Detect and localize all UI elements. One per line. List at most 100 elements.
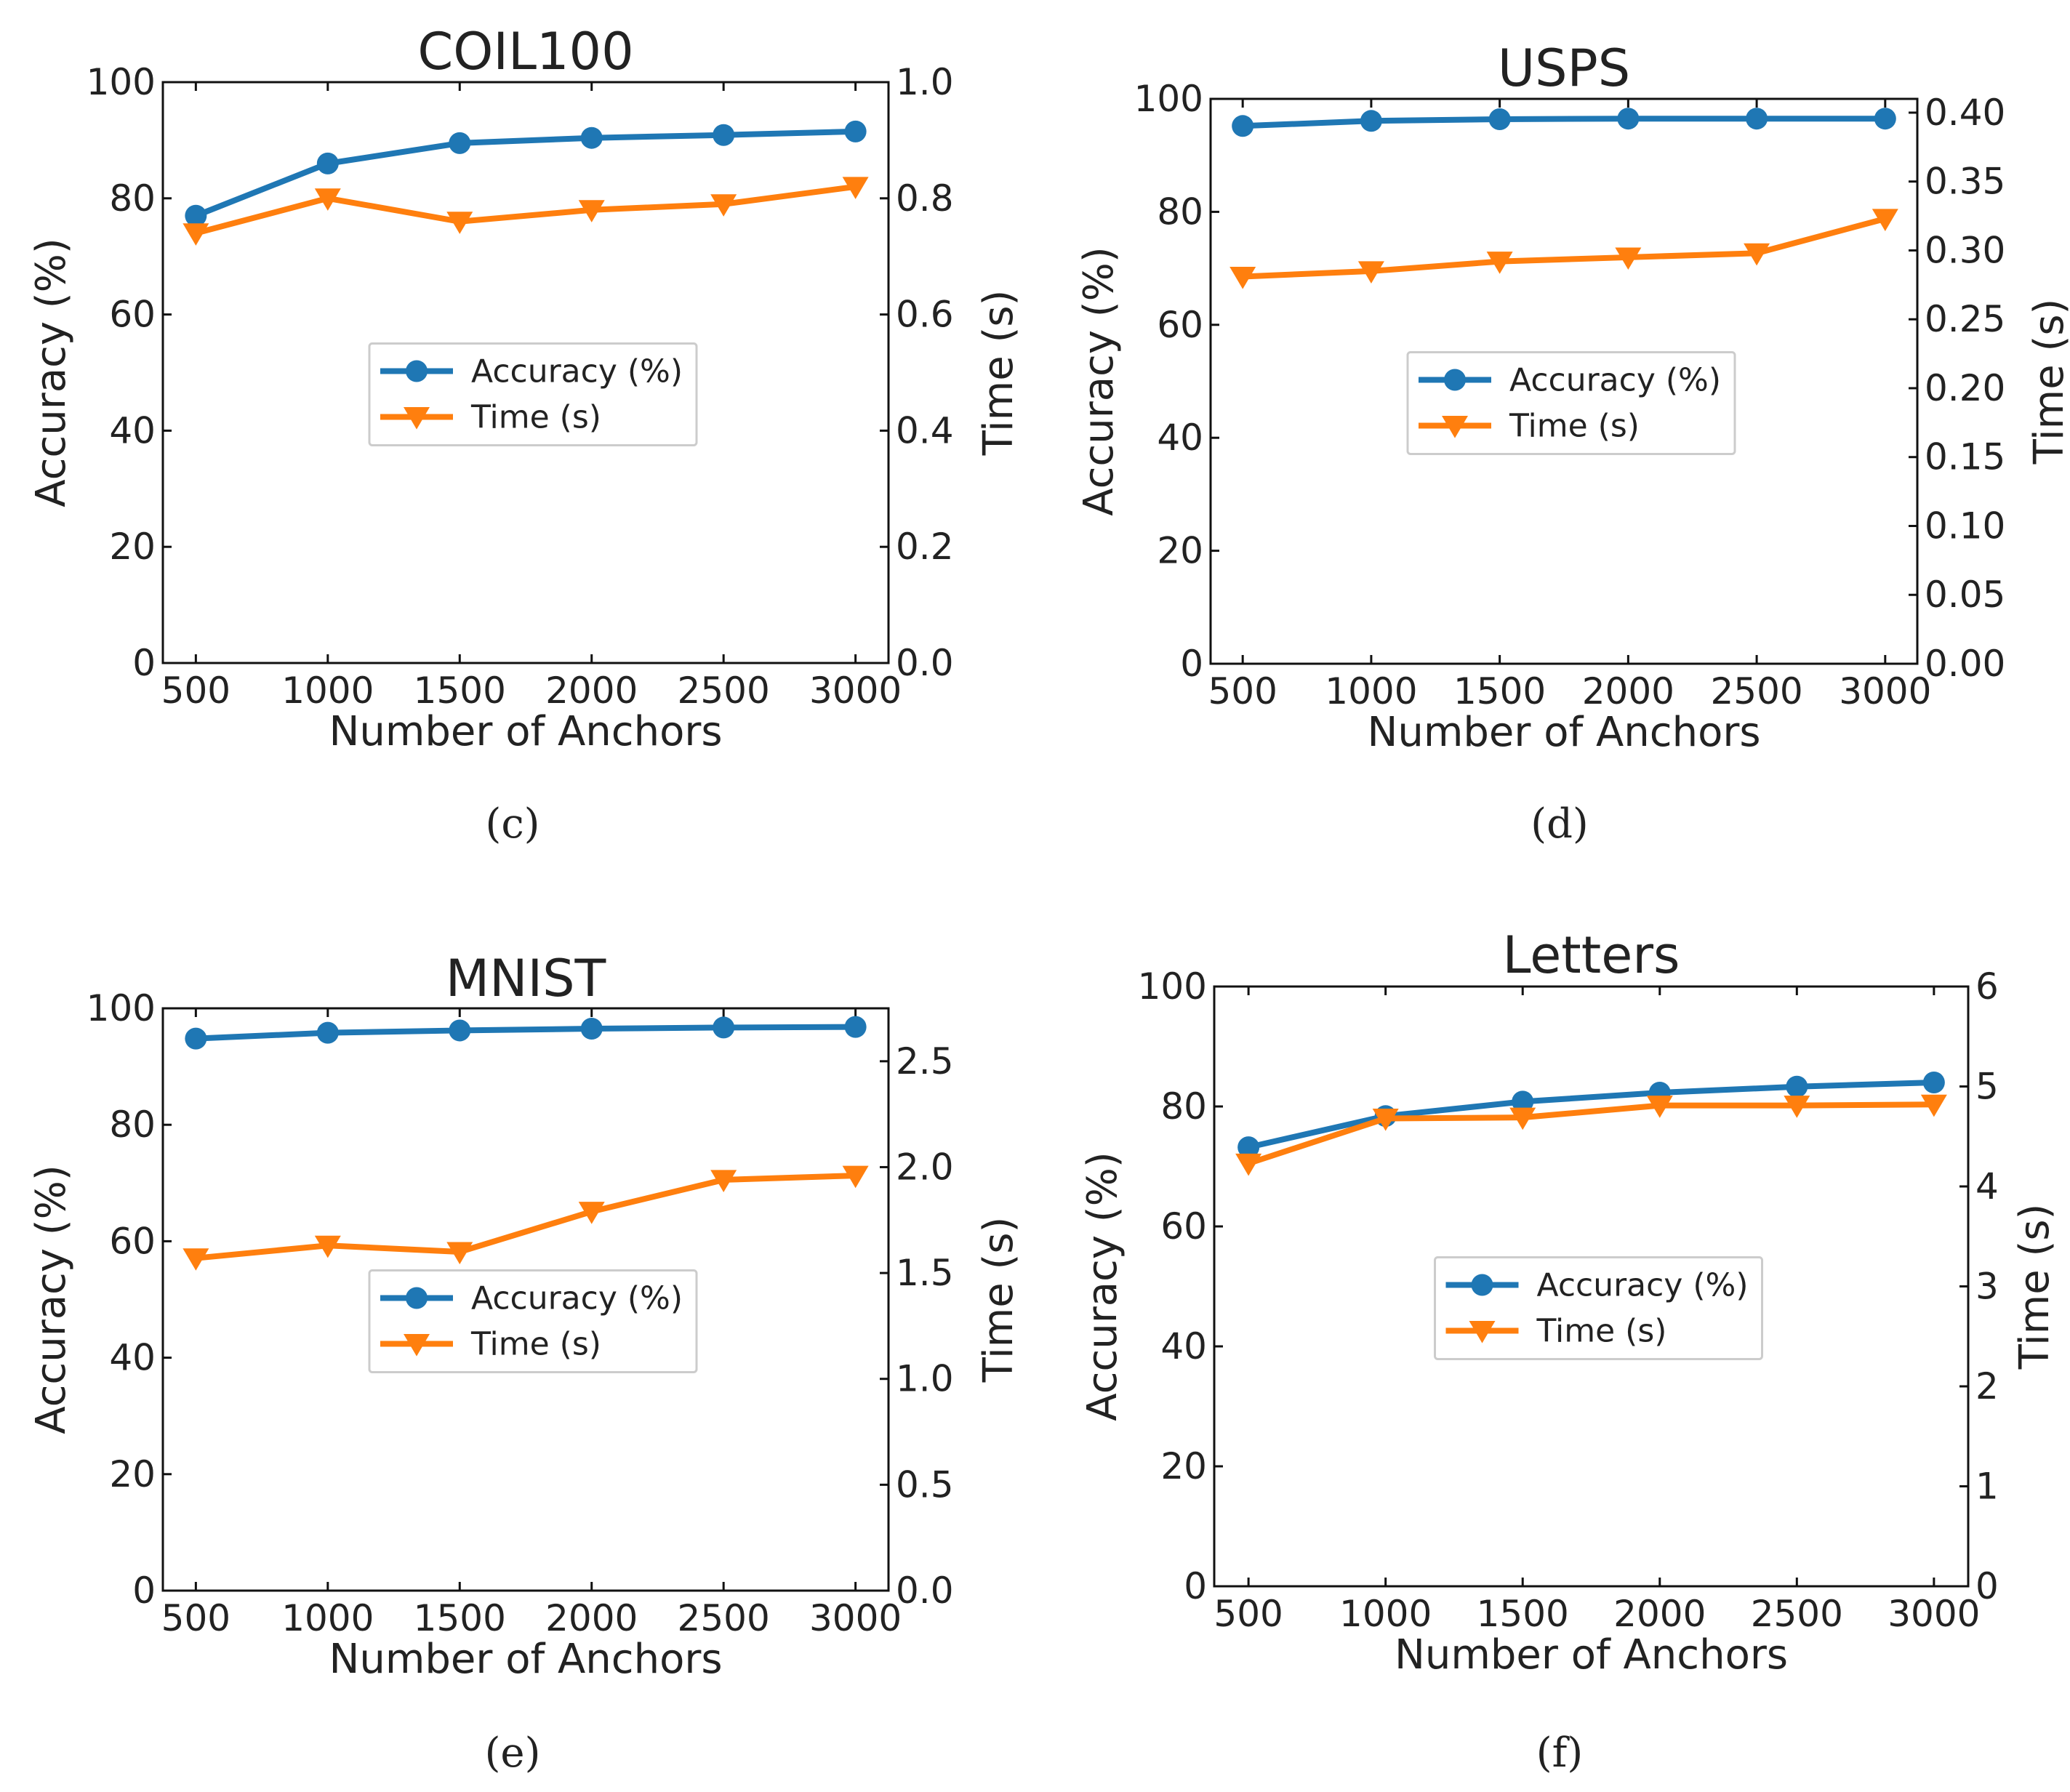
y-tick-label: 60 [1157, 304, 1203, 346]
x-axis-label: Number of Anchors [1395, 1631, 1788, 1679]
data-point-accuracy [1360, 110, 1382, 132]
y-tick-label: 100 [1134, 78, 1203, 120]
y2-tick-label: 1.0 [896, 1358, 954, 1400]
x-tick-label: 1500 [1477, 1593, 1569, 1635]
legend-label-accuracy: Accuracy (%) [471, 353, 683, 390]
x-tick-label: 1000 [281, 1597, 374, 1639]
data-point-time [578, 200, 605, 222]
data-point-accuracy [449, 1019, 471, 1042]
y2-tick-label: 0.2 [896, 526, 954, 568]
y2-tick-label: 1.0 [896, 61, 954, 103]
x-tick-label: 1000 [1339, 1593, 1432, 1635]
y-tick-label: 0 [1184, 1565, 1207, 1607]
x-tick-label: 2000 [1582, 670, 1674, 712]
data-point-accuracy [1488, 108, 1511, 130]
y-axis-label: Accuracy (%) [1075, 246, 1123, 515]
data-point-time [1486, 252, 1513, 274]
x-tick-label: 2500 [678, 1597, 770, 1639]
data-point-accuracy [185, 1027, 207, 1050]
legend: Accuracy (%) Time (s) [368, 1269, 698, 1373]
y2-tick-label: 2.0 [896, 1146, 954, 1188]
x-tick-label: 500 [1213, 1593, 1283, 1635]
y2-tick-label: 0.0 [896, 1570, 954, 1612]
y-tick-label: 60 [109, 1220, 156, 1262]
y-tick-label: 20 [1160, 1445, 1207, 1487]
y-tick-label: 40 [1160, 1325, 1207, 1367]
data-point-time [182, 223, 209, 246]
data-point-accuracy [1617, 108, 1640, 130]
legend-marker-time [1469, 1321, 1496, 1343]
series-line-time [1247, 1101, 1934, 1167]
chart-panel-coil100: COIL100 500 1000 1500 2000 2500 3000 0 20 40 60 80 1… [28, 22, 1022, 848]
y-tick-label: 80 [109, 1104, 156, 1146]
data-point-accuracy [580, 126, 603, 149]
y2-tick-label: 0.6 [896, 294, 954, 336]
y-tick-label: 0 [132, 1570, 156, 1612]
plot-frame [161, 1007, 890, 1592]
legend-marker-time [404, 407, 430, 430]
data-point-time [1920, 1094, 1947, 1117]
data-point-time [1872, 209, 1898, 231]
y-tick-label: 20 [109, 1453, 156, 1495]
y2-tick-label: 0.30 [1925, 229, 2005, 271]
data-point-accuracy [316, 1021, 339, 1044]
data-point-time [1509, 1107, 1536, 1130]
y2-axis-label: Time (s) [2011, 1204, 2058, 1370]
chart-panel-mnist: MNIST 500 1000 1500 2000 2500 3000 0 20 40 60 80 100… [28, 949, 1022, 1777]
x-tick-label: 2000 [545, 670, 638, 712]
series-line-accuracy [1248, 1080, 1934, 1151]
data-point-time [1357, 261, 1384, 284]
data-point-accuracy [1922, 1072, 1945, 1093]
series-line-time [1243, 216, 1886, 280]
data-point-time [446, 212, 473, 234]
legend: Accuracy (%) Time (s) [1406, 351, 1736, 455]
y-tick-label: 20 [1157, 530, 1203, 572]
data-point-accuracy [1232, 115, 1254, 137]
chart-title: USPS [1498, 39, 1630, 98]
data-point-accuracy [1512, 1090, 1534, 1113]
y-tick-label: 100 [1138, 965, 1207, 1008]
y-tick-label: 80 [109, 177, 156, 220]
y2-tick-label: 0.15 [1925, 436, 2005, 478]
legend-marker-accuracy [406, 360, 428, 382]
data-point-accuracy [1746, 108, 1768, 130]
y-tick-label: 100 [87, 987, 156, 1029]
y2-tick-label: 2.5 [896, 1040, 954, 1082]
chart-title: COIL100 [417, 22, 633, 81]
data-point-time [842, 177, 869, 199]
data-point-time [710, 194, 737, 217]
x-tick-label: 2000 [1613, 1593, 1706, 1635]
legend-label-accuracy: Accuracy (%) [1509, 362, 1721, 399]
y-axis-label: Accuracy (%) [28, 1165, 75, 1434]
y2-tick-label: 2 [1975, 1365, 1999, 1407]
x-tick-label: 1000 [281, 670, 374, 712]
legend-marker-accuracy [1471, 1274, 1493, 1296]
data-point-time [710, 1170, 737, 1193]
series-line-time [195, 183, 857, 236]
data-point-accuracy [316, 152, 339, 174]
x-tick-label: 1000 [1325, 670, 1417, 712]
x-tick-label: 2500 [1710, 670, 1802, 712]
data-point-time [842, 1165, 869, 1189]
x-tick-label: 2500 [678, 670, 770, 712]
x-tick-label: 3000 [1839, 670, 1931, 712]
y2-tick-label: 3 [1975, 1266, 1999, 1308]
legend: Accuracy (%) Time (s) [1434, 1256, 1763, 1360]
legend-label-time: Time (s) [1536, 1313, 1667, 1350]
y2-tick-label: 0.20 [1925, 367, 2005, 409]
y-tick-label: 0 [132, 642, 156, 684]
y-tick-label: 40 [109, 1337, 156, 1379]
y-axis-label: Accuracy (%) [28, 238, 75, 507]
data-point-accuracy [1237, 1136, 1260, 1159]
series-line-time [195, 1173, 856, 1261]
x-tick-label: 1500 [1453, 670, 1546, 712]
data-point-time [1235, 1153, 1262, 1176]
figure-caption: (c) [485, 800, 539, 848]
y2-tick-label: 0.10 [1925, 505, 2005, 547]
legend-label-time: Time (s) [470, 1326, 601, 1363]
x-tick-label: 500 [161, 1597, 230, 1639]
plot-frame [1209, 97, 1919, 665]
data-point-time [578, 1202, 605, 1224]
y-tick-label: 80 [1160, 1085, 1207, 1128]
